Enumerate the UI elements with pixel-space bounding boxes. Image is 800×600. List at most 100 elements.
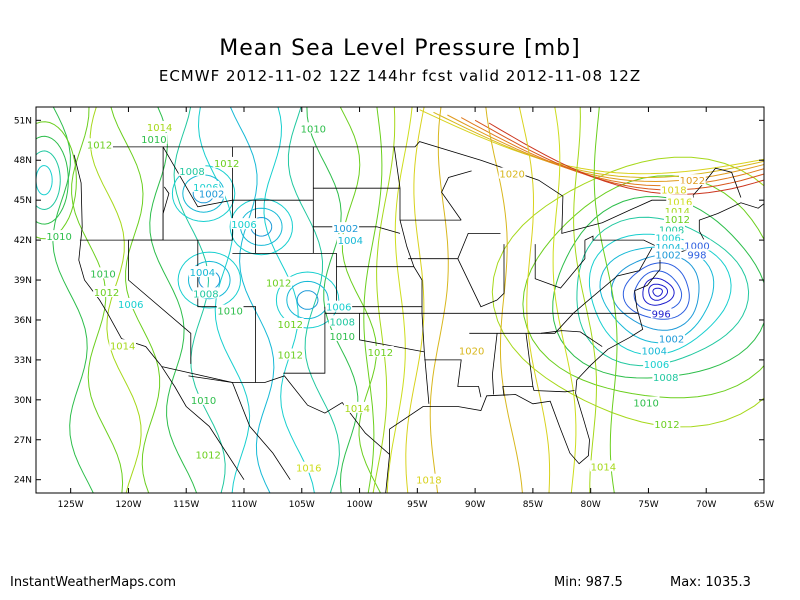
isobar-label-bg bbox=[140, 132, 168, 144]
isobar-label: 1010 bbox=[141, 135, 166, 146]
map-frame bbox=[35, 106, 765, 494]
isobar-label-bg bbox=[198, 187, 226, 199]
isobar-label: 1012 bbox=[368, 348, 393, 359]
isobar-label: 1004 bbox=[338, 236, 363, 247]
isobar-label: 1010 bbox=[329, 332, 354, 343]
isobar-label-bg bbox=[178, 164, 206, 176]
isobar-label: 1008 bbox=[653, 373, 678, 384]
isobar-label-bg bbox=[589, 460, 617, 472]
isobar-label-bg bbox=[658, 332, 685, 344]
isobar-line bbox=[405, 107, 425, 493]
high-pressure-arc bbox=[460, 117, 764, 187]
lon-tick-label: 80W bbox=[580, 500, 600, 510]
isobar-label-bg bbox=[328, 329, 356, 341]
isobar-label: 1010 bbox=[46, 232, 71, 243]
isobar-line bbox=[518, 107, 551, 493]
isobar-label-bg bbox=[652, 371, 680, 383]
state-line bbox=[457, 233, 501, 259]
low-pressure-ring bbox=[652, 287, 663, 297]
lon-tick-label: 120W bbox=[115, 500, 141, 510]
isobar-label-bg bbox=[86, 138, 113, 150]
lon-tick-label: 110W bbox=[231, 500, 257, 510]
lon-tick-label: 85W bbox=[523, 500, 543, 510]
mountain-cell bbox=[177, 251, 241, 309]
isobar-label-bg bbox=[343, 401, 371, 413]
lon-tick-label: 70W bbox=[696, 500, 716, 510]
isobar-label: 1014 bbox=[147, 123, 172, 134]
isobar-label-bg bbox=[632, 396, 660, 408]
isobar-line bbox=[229, 107, 275, 493]
isobar-label: 1002 bbox=[655, 251, 680, 262]
isobar-label: 1012 bbox=[654, 420, 679, 431]
isobar-label: 1016 bbox=[296, 464, 321, 475]
pacific-low-ring bbox=[36, 150, 61, 211]
isobar-label: 1004 bbox=[655, 243, 680, 254]
mountain-cell bbox=[171, 165, 236, 223]
isobar-label: 1000 bbox=[684, 241, 709, 252]
isobar-label: 1012 bbox=[87, 140, 112, 151]
state-line bbox=[491, 333, 498, 395]
isobar-label-bg bbox=[276, 348, 304, 360]
isobar-line bbox=[287, 107, 340, 493]
state-line bbox=[421, 280, 430, 404]
isobar-label-bg bbox=[640, 344, 668, 356]
isobar-line bbox=[263, 107, 315, 493]
isobar-line bbox=[363, 107, 383, 493]
max-value: 1035.3 bbox=[705, 575, 751, 590]
isobar-label: 1002 bbox=[333, 224, 358, 235]
state-line bbox=[232, 253, 422, 308]
pacific-low-ring bbox=[36, 135, 69, 225]
lat-tick-label: 27N bbox=[14, 436, 32, 446]
isobar-label: 1012 bbox=[94, 288, 119, 299]
min-value: 987.5 bbox=[585, 575, 623, 590]
isobar-label-bg bbox=[686, 248, 708, 260]
state-line bbox=[441, 170, 472, 221]
lon-tick-label: 125W bbox=[58, 500, 84, 510]
gulf-of-california-coast bbox=[188, 375, 291, 480]
isobar-label-bg bbox=[663, 212, 691, 224]
state-line bbox=[534, 240, 586, 289]
isobar-label-bg bbox=[265, 276, 293, 288]
isobar-label: 1006 bbox=[644, 360, 669, 371]
low-pressure-ring bbox=[622, 262, 690, 320]
isobar-label: 1012 bbox=[195, 450, 220, 461]
isobar-label: 1020 bbox=[499, 170, 524, 181]
lon-tick-label: 95W bbox=[407, 500, 427, 510]
lat-tick-label: 33N bbox=[14, 356, 32, 366]
isobar-label-bg bbox=[663, 204, 691, 216]
isobar-label: 1010 bbox=[301, 124, 326, 135]
isobar-label-bg bbox=[660, 183, 688, 195]
state-line bbox=[541, 247, 653, 334]
lat-tick-label: 24N bbox=[14, 476, 32, 486]
isobar-label: 1004 bbox=[641, 347, 666, 358]
isobar-label: 1006 bbox=[326, 303, 351, 314]
isobar-label: 1008 bbox=[659, 225, 684, 236]
isobar-label-bg bbox=[230, 218, 258, 230]
isobar-label-bg bbox=[89, 267, 117, 279]
state-line bbox=[162, 186, 170, 241]
state-line bbox=[502, 333, 534, 396]
political-borders bbox=[73, 141, 764, 493]
isobar-label: 996 bbox=[652, 309, 671, 320]
isobar-label: 1018 bbox=[661, 186, 686, 197]
isobar-label-bg bbox=[366, 345, 394, 357]
lat-tick-label: 30N bbox=[14, 396, 32, 406]
state-line bbox=[457, 258, 498, 308]
state-line bbox=[584, 235, 666, 252]
isobar-label: 1014 bbox=[345, 404, 370, 415]
lat-tick-label: 48N bbox=[14, 156, 32, 166]
isobar-label-bg bbox=[654, 231, 682, 243]
lat-tick-label: 42N bbox=[14, 236, 32, 246]
map-background bbox=[36, 107, 764, 493]
lon-tick-label: 105W bbox=[289, 500, 315, 510]
state-line bbox=[393, 146, 423, 281]
west-coastline bbox=[73, 154, 245, 480]
site-credit: InstantWeatherMaps.com bbox=[10, 575, 177, 590]
isobar-label-bg bbox=[332, 222, 360, 234]
isobar-label-bg bbox=[336, 234, 364, 246]
isobar-line bbox=[552, 107, 577, 493]
isobar-line bbox=[573, 107, 598, 493]
isobar-line bbox=[197, 107, 251, 493]
map-axes: 51N 48N 45N 42N 39N 36N 33N 30N 27N 24N 125W 120W 11… bbox=[14, 107, 774, 510]
isobar-label: 1016 bbox=[667, 198, 692, 209]
